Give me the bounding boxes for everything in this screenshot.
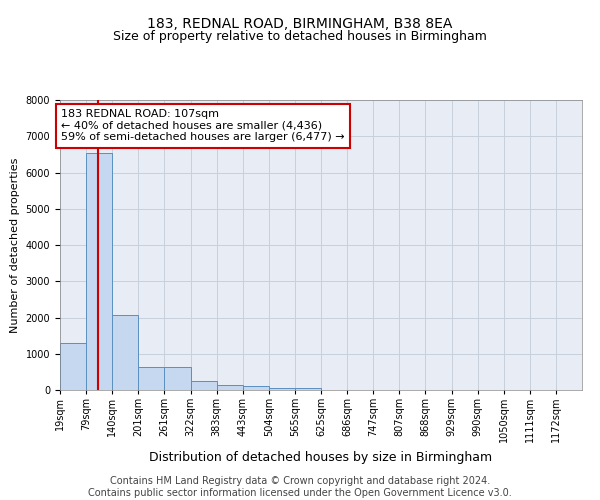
- Y-axis label: Number of detached properties: Number of detached properties: [10, 158, 20, 332]
- Bar: [269, 388, 295, 390]
- Bar: [60, 343, 86, 390]
- Bar: [164, 367, 191, 390]
- Bar: [112, 315, 139, 390]
- Bar: [191, 380, 217, 390]
- X-axis label: Distribution of detached houses by size in Birmingham: Distribution of detached houses by size …: [149, 451, 493, 464]
- Bar: [139, 367, 164, 390]
- Bar: [243, 386, 269, 390]
- Bar: [217, 385, 243, 390]
- Text: Contains HM Land Registry data © Crown copyright and database right 2024.
Contai: Contains HM Land Registry data © Crown c…: [88, 476, 512, 498]
- Text: 183, REDNAL ROAD, BIRMINGHAM, B38 8EA: 183, REDNAL ROAD, BIRMINGHAM, B38 8EA: [148, 18, 452, 32]
- Text: Size of property relative to detached houses in Birmingham: Size of property relative to detached ho…: [113, 30, 487, 43]
- Text: 183 REDNAL ROAD: 107sqm
← 40% of detached houses are smaller (4,436)
59% of semi: 183 REDNAL ROAD: 107sqm ← 40% of detache…: [61, 109, 345, 142]
- Bar: [86, 152, 112, 390]
- Bar: [295, 388, 321, 390]
